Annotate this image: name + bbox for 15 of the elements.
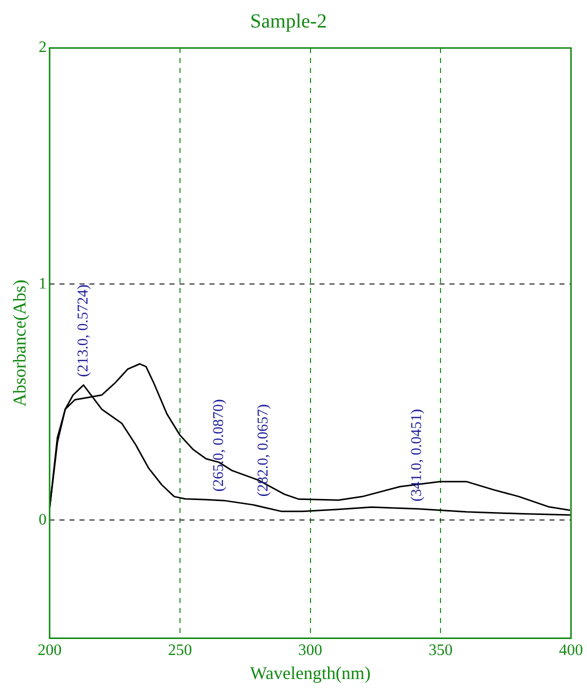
annotation: (265.0, 0.0870): [210, 399, 227, 492]
x-axis-title: Wavelength(nm): [250, 662, 371, 683]
y-tick-label: 1: [38, 275, 47, 292]
annotation: (282.0, 0.0657): [255, 404, 272, 497]
x-tick-label: 350: [428, 642, 453, 660]
y-tick-label: 0: [38, 511, 47, 528]
y-tick-label: 2: [38, 39, 47, 56]
x-tick-label: 250: [168, 642, 192, 660]
y-axis-title: Absorbance(Abs): [10, 280, 30, 407]
x-tick-label: 200: [38, 642, 62, 660]
annotation: (213.0, 0.5724): [75, 284, 92, 378]
annotation: (341.0, 0.0451): [409, 409, 426, 502]
chart-title: Sample-2: [250, 10, 327, 32]
x-tick-label: 400: [559, 642, 583, 660]
x-tick-label: 300: [298, 642, 322, 660]
